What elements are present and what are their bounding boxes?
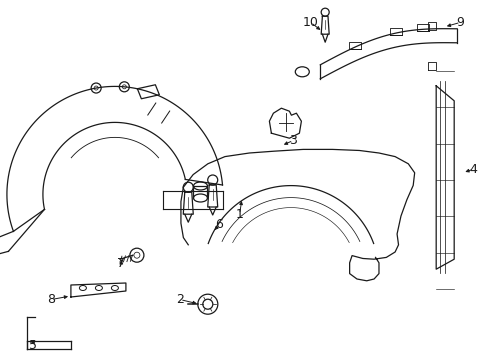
Text: 7: 7 [117,257,125,270]
Text: 10: 10 [302,16,318,29]
Text: 1: 1 [235,208,243,221]
Text: 2: 2 [176,293,183,306]
Text: 4: 4 [468,163,476,176]
Text: 9: 9 [456,16,464,29]
Text: 5: 5 [29,339,37,352]
Text: 6: 6 [215,219,223,231]
Text: 3: 3 [289,134,297,147]
Text: 8: 8 [47,293,55,306]
